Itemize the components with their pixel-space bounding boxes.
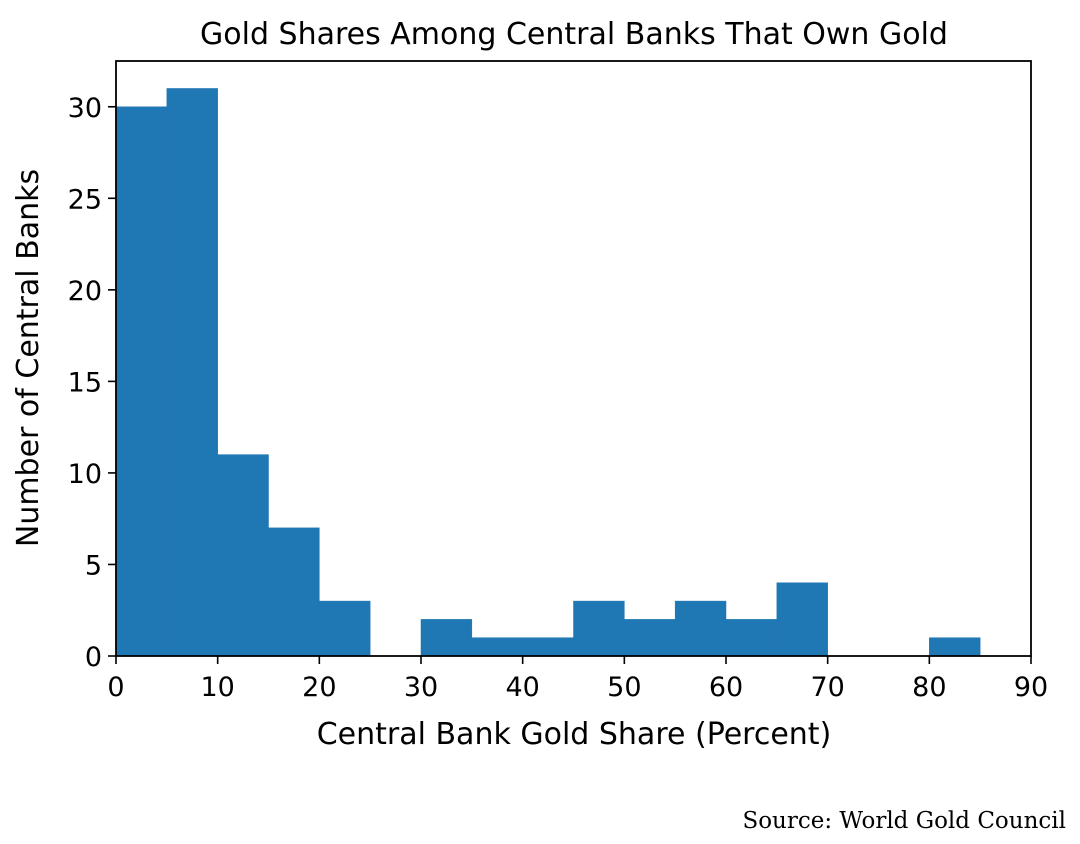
x-tick-label: 10 (200, 672, 234, 703)
y-tick-label: 0 (85, 642, 102, 673)
histogram-bar-20-25 (319, 600, 371, 657)
histogram-bar-30-35 (420, 619, 473, 657)
y-tick-label: 20 (68, 276, 102, 307)
x-tick-label: 90 (1014, 672, 1048, 703)
x-tick-label: 70 (810, 672, 844, 703)
plot-frame (115, 60, 1032, 657)
histogram-bar-10-15 (217, 454, 269, 657)
y-tick-label: 15 (68, 367, 102, 398)
x-tick-label: 30 (404, 672, 438, 703)
source-note: Source: World Gold Council (742, 808, 1066, 834)
histogram-bar-5-10 (166, 88, 218, 657)
histogram-bar-35-40 (471, 637, 523, 657)
y-tick-label: 10 (68, 459, 102, 490)
x-tick-label: 0 (107, 672, 124, 703)
y-axis-label: Number of Central Banks (11, 169, 46, 547)
bars-group (115, 88, 981, 657)
y-tick-label: 25 (68, 184, 102, 215)
x-tick-label: 80 (912, 672, 946, 703)
histogram-bar-45-50 (573, 600, 625, 657)
y-tick-label: 5 (85, 550, 102, 581)
histogram-bar-40-45 (522, 637, 574, 657)
histogram-bar-65-70 (776, 582, 828, 657)
x-tick-label: 40 (505, 672, 539, 703)
y-axis-ticks: 0 5 10 15 20 25 30 (68, 93, 116, 673)
y-tick-label: 30 (68, 93, 102, 124)
x-axis-label: Central Bank Gold Share (Percent) (317, 717, 832, 752)
histogram-chart: Gold Shares Among Central Banks That Own… (11, 17, 1048, 752)
x-tick-label: 50 (607, 672, 641, 703)
histogram-bar-15-20 (268, 527, 320, 657)
x-tick-label: 60 (709, 672, 743, 703)
histogram-bar-50-55 (624, 619, 676, 657)
x-axis-ticks: 0 10 20 30 40 50 60 70 80 90 (107, 656, 1048, 703)
chart-title: Gold Shares Among Central Banks That Own… (200, 17, 948, 52)
x-tick-label: 20 (302, 672, 336, 703)
histogram-bar-60-65 (725, 619, 778, 657)
histogram-bar-55-60 (674, 600, 727, 657)
histogram-bar-0-5 (115, 106, 168, 657)
histogram-bar-80-85 (929, 637, 981, 657)
